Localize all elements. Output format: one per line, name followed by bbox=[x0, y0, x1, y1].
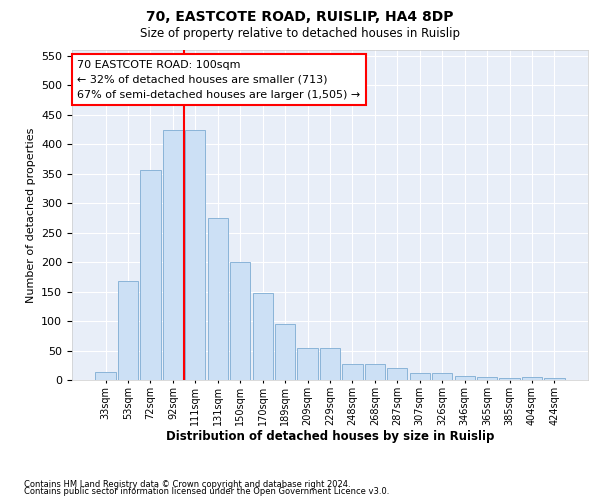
Bar bbox=[343, 364, 362, 380]
Text: 70 EASTCOTE ROAD: 100sqm
← 32% of detached houses are smaller (713)
67% of semi-: 70 EASTCOTE ROAD: 100sqm ← 32% of detach… bbox=[77, 60, 361, 100]
Bar bbox=[387, 368, 407, 380]
Bar bbox=[522, 377, 542, 380]
Bar bbox=[208, 218, 228, 380]
Bar bbox=[455, 376, 475, 380]
Bar bbox=[253, 293, 273, 380]
Bar bbox=[95, 372, 116, 380]
Bar bbox=[477, 377, 497, 380]
Bar bbox=[230, 262, 250, 380]
Bar bbox=[410, 373, 430, 380]
X-axis label: Distribution of detached houses by size in Ruislip: Distribution of detached houses by size … bbox=[166, 430, 494, 444]
Text: Contains public sector information licensed under the Open Government Licence v3: Contains public sector information licen… bbox=[24, 488, 389, 496]
Text: 70, EASTCOTE ROAD, RUISLIP, HA4 8DP: 70, EASTCOTE ROAD, RUISLIP, HA4 8DP bbox=[146, 10, 454, 24]
Bar bbox=[118, 281, 138, 380]
Bar bbox=[544, 378, 565, 380]
Bar bbox=[365, 364, 385, 380]
Bar bbox=[163, 130, 183, 380]
Bar bbox=[432, 373, 452, 380]
Y-axis label: Number of detached properties: Number of detached properties bbox=[26, 128, 35, 302]
Bar bbox=[499, 378, 520, 380]
Bar bbox=[185, 130, 205, 380]
Bar bbox=[298, 348, 317, 380]
Bar bbox=[275, 324, 295, 380]
Bar bbox=[140, 170, 161, 380]
Text: Contains HM Land Registry data © Crown copyright and database right 2024.: Contains HM Land Registry data © Crown c… bbox=[24, 480, 350, 489]
Text: Size of property relative to detached houses in Ruislip: Size of property relative to detached ho… bbox=[140, 28, 460, 40]
Bar bbox=[320, 348, 340, 380]
